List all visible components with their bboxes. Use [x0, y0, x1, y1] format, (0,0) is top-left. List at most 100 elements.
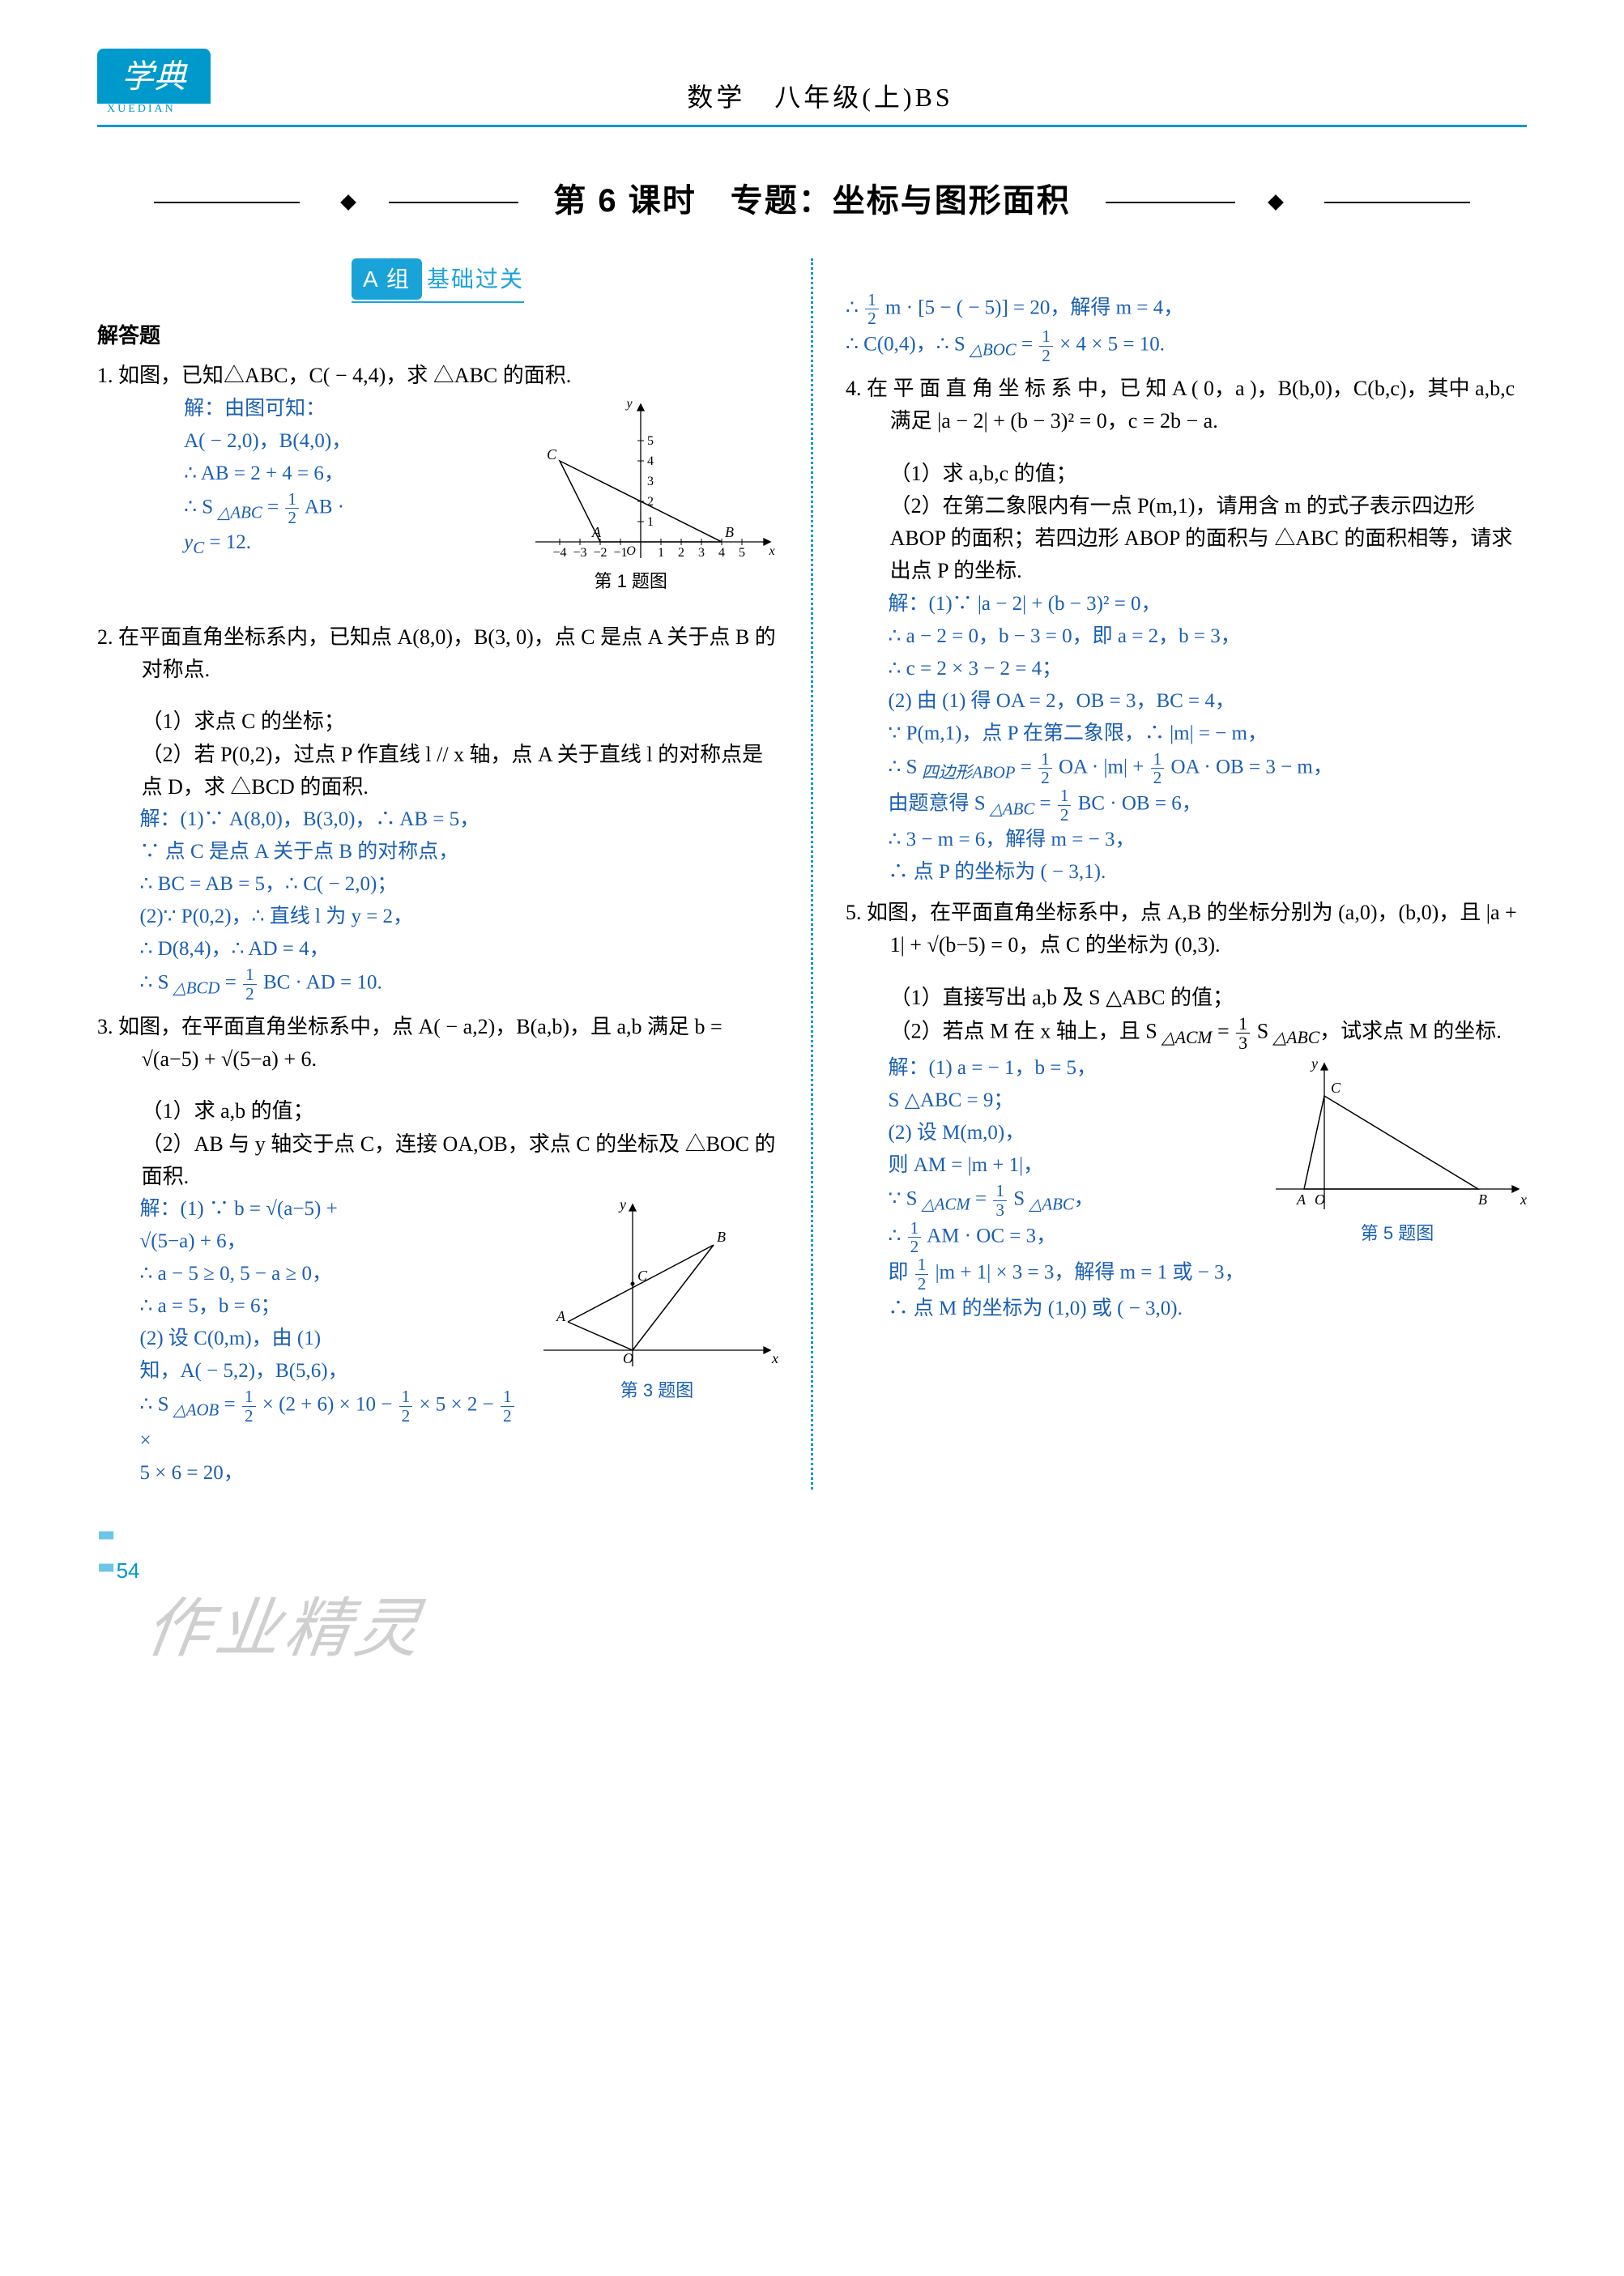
svg-text:x: x	[771, 1350, 778, 1366]
svg-text:−1: −1	[613, 546, 627, 560]
page-footer: ▪▪▪▪ 54	[97, 1522, 1527, 1588]
svg-text:5: 5	[739, 546, 745, 560]
p2-s2: （2）若 P(0,2)，过点 P 作直线 l // x 轴，点 A 关于直线 l…	[97, 739, 778, 804]
figure-1: <271 x1="136" y1="105" x2="144" y2="105"…	[527, 396, 778, 595]
p4-s2: （2）在第二象限内有一点 P(m,1)，请用含 m 的式子表示四边形 ABOP …	[846, 490, 1527, 588]
group-label: 基础过关	[427, 266, 524, 292]
right-column: ∴ 12 m · [5 − ( − 5)] = 20，解得 m = 4， ∴ C…	[846, 258, 1527, 1490]
figure-3-caption: 第 3 题图	[535, 1376, 778, 1404]
svg-text:1: 1	[658, 546, 664, 560]
svg-text:B: B	[1478, 1191, 1487, 1208]
svg-text:O: O	[1315, 1191, 1325, 1208]
svg-text:A: A	[1296, 1191, 1306, 1208]
svg-text:y: y	[618, 1196, 626, 1213]
p2-s1: （1）求点 C 的坐标；	[97, 705, 778, 738]
p4-a5: ∴ S 四边形ABOP = 12 OA · |m| + 12 OA · OB =…	[889, 750, 1528, 787]
problem-2: 2. 在平面直角坐标系内，已知点 A(8,0)，B(3, 0)，点 C 是点 A…	[97, 621, 778, 687]
problem-4: 4. 在 平 面 直 角 坐 标 系 中，已 知 A ( 0，a )，B(b,0…	[846, 373, 1527, 438]
lesson-title-text: 第 6 课时 专题：坐标与图形面积	[553, 183, 1070, 219]
svg-text:O: O	[626, 544, 636, 558]
p4-a7: ∴ 3 − m = 6，解得 m = − 3，	[889, 824, 1528, 856]
svg-text:O: O	[623, 1350, 633, 1366]
svg-text:−2: −2	[593, 546, 607, 560]
problem-3: 3. 如图，在平面直角坐标系中，点 A( − a,2)，B(a,b)，且 a,b…	[97, 1011, 778, 1076]
problem-1: 1. 如图，已知△ABC，C( − 4,4)，求 △ABC 的面积. <271	[97, 360, 778, 601]
figure-5: AO B C x y 第 5 题图	[1268, 1055, 1527, 1247]
p3-a6: 5 × 6 = 20，	[140, 1457, 779, 1490]
page-header: 学典 XUEDIAN 数学 八年级(上)BS	[97, 49, 1527, 127]
svg-text:−4: −4	[552, 546, 566, 560]
svg-text:4: 4	[718, 546, 725, 560]
diamond-icon	[340, 194, 356, 211]
p3-s1: （1）求 a,b 的值；	[97, 1095, 778, 1127]
svg-text:y: y	[624, 397, 633, 411]
p4-stem: 4. 在 平 面 直 角 坐 标 系 中，已 知 A ( 0，a )，B(b,0…	[890, 373, 1527, 438]
lesson-title: 第 6 课时 专题：坐标与图形面积	[97, 176, 1527, 226]
figure-3-svg: Ox y A B C	[535, 1196, 778, 1375]
svg-text:−3: −3	[573, 546, 586, 560]
p3-answer: Oxy ABC 第 3 题图 解：(1) ∵ b = √(a−5) + √(5−…	[97, 1193, 778, 1490]
p2-a3: (2)∵ P(0,2)，∴ 直线 l 为 y = 2，	[140, 901, 779, 933]
figure-1-svg: <271 x1="136" y1="105" x2="144" y2="105"…	[527, 396, 778, 566]
figure-1-caption: 第 1 题图	[527, 568, 778, 595]
brand-logo: 学典	[97, 49, 211, 104]
svg-text:4: 4	[647, 454, 654, 468]
figure-5-svg: AO B C x y	[1268, 1055, 1527, 1217]
svg-text:B: B	[725, 524, 734, 540]
content-columns: A 组基础过关 解答题 1. 如图，已知△ABC，C( − 4,4)，求 △AB…	[97, 258, 1527, 1490]
p5-s2: （2）若点 M 在 x 轴上，且 S △ACM = 13 S △ABC，试求点 …	[846, 1014, 1527, 1052]
svg-text:3: 3	[698, 546, 705, 560]
p4-a4: ∵ P(m,1)，点 P 在第二象限，∴ |m| = − m，	[889, 718, 1528, 750]
p2-a4: ∴ D(8,4)，∴ AD = 4，	[140, 933, 779, 965]
problem-5: 5. 如图，在平面直角坐标系中，点 A,B 的坐标分别为 (a,0)，(b,0)…	[846, 897, 1527, 962]
left-column: A 组基础过关 解答题 1. 如图，已知△ABC，C( − 4,4)，求 △AB…	[97, 258, 778, 1490]
svg-text:1: 1	[647, 515, 654, 529]
svg-text:C: C	[547, 446, 557, 462]
svg-text:A: A	[556, 1308, 566, 1324]
svg-text:x: x	[1520, 1191, 1527, 1208]
p4-a0: 解：(1)∵ |a − 2| + (b − 3)² = 0，	[889, 588, 1528, 620]
svg-text:C: C	[1331, 1080, 1341, 1096]
p5-a6: 即 12 |m + 1| × 3 = 3，解得 m = 1 或 − 3，	[889, 1255, 1528, 1293]
p4-a2: ∴ c = 2 × 3 − 2 = 4；	[889, 653, 1528, 685]
p4-a6: 由题意得 S △ABC = 12 BC · OB = 6，	[889, 786, 1528, 824]
group-header: A 组基础过关	[97, 258, 778, 303]
watermark: 作业精灵	[90, 1579, 1533, 1680]
p5-stem: 5. 如图，在平面直角坐标系中，点 A,B 的坐标分别为 (a,0)，(b,0)…	[890, 897, 1527, 962]
p3-stem: 3. 如图，在平面直角坐标系中，点 A( − a,2)，B(a,b)，且 a,b…	[142, 1011, 778, 1076]
p4-a3: (2) 由 (1) 得 OA = 2，OB = 3，BC = 4，	[889, 685, 1528, 718]
dots-icon: ▪▪▪▪	[97, 1517, 110, 1585]
svg-text:C: C	[637, 1268, 648, 1284]
svg-text:3: 3	[647, 475, 654, 488]
column-divider	[811, 258, 813, 1490]
diamond-icon	[1268, 194, 1284, 211]
p2-a1: ∵ 点 C 是点 A 关于点 B 的对称点，	[140, 836, 779, 868]
rt-a1: ∴ 12 m · [5 − ( − 5)] = 20，解得 m = 4，	[846, 291, 1527, 328]
section-head: 解答题	[97, 319, 778, 352]
figure-5-caption: 第 5 题图	[1268, 1219, 1527, 1247]
figure-3: Ox y A B C 第 3 题图	[535, 1196, 778, 1404]
p2-a0: 解：(1)∵ A(8,0)，B(3,0)，∴ AB = 5，	[140, 803, 779, 836]
svg-text:B: B	[717, 1229, 726, 1245]
p4-answer: 解：(1)∵ |a − 2| + (b − 3)² = 0， ∴ a − 2 =…	[846, 588, 1527, 889]
rt-a2: ∴ C(0,4)，∴ S △BOC = 12 × 4 × 5 = 10.	[846, 327, 1527, 364]
svg-text:A: A	[591, 524, 602, 540]
p3-s2: （2）AB 与 y 轴交于点 C，连接 OA,OB，求点 C 的坐标及 △BOC…	[97, 1128, 778, 1194]
svg-text:y: y	[1310, 1055, 1318, 1072]
p5-s1: （1）直接写出 a,b 及 S △ABC 的值；	[846, 982, 1527, 1014]
svg-text:x: x	[768, 544, 774, 558]
group-badge: A 组	[352, 258, 422, 300]
p2-a2: ∴ BC = AB = 5，∴ C( − 2,0)；	[140, 868, 779, 901]
p4-a8: ∴ 点 P 的坐标为 ( − 3,1).	[889, 856, 1528, 889]
p4-s1: （1）求 a,b,c 的值；	[846, 458, 1527, 490]
p1-stem: 1. 如图，已知△ABC，C( − 4,4)，求 △ABC 的面积.	[142, 360, 778, 392]
p2-stem: 2. 在平面直角坐标系内，已知点 A(8,0)，B(3, 0)，点 C 是点 A…	[142, 621, 778, 687]
p2-a5: ∴ S △BCD = 12 BC · AD = 10.	[140, 965, 779, 1003]
svg-text:5: 5	[647, 434, 654, 448]
p2-answer: 解：(1)∵ A(8,0)，B(3,0)，∴ AB = 5， ∵ 点 C 是点 …	[97, 803, 778, 1003]
header-subject: 数学 八年级(上)BS	[227, 78, 1413, 123]
p3-cont: ∴ 12 m · [5 − ( − 5)] = 20，解得 m = 4， ∴ C…	[846, 291, 1527, 364]
p5-answer: AOB C xy 第 5 题图 解：(1) a = − 1，b = 5， S △…	[846, 1052, 1527, 1325]
svg-text:2: 2	[678, 546, 684, 560]
p5-a7: ∴ 点 M 的坐标为 (1,0) 或 ( − 3,0).	[889, 1293, 1528, 1325]
